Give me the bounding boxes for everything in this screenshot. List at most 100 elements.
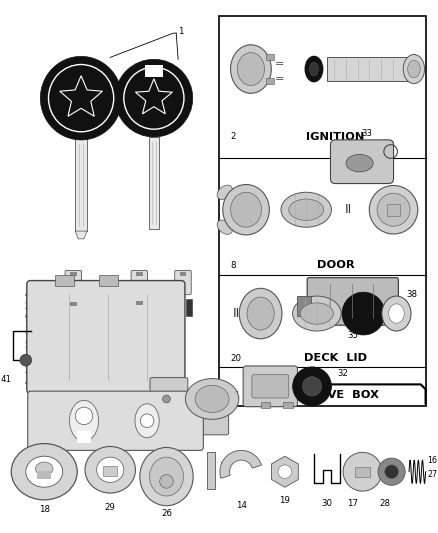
Bar xyxy=(355,467,370,477)
Bar xyxy=(103,466,117,475)
Ellipse shape xyxy=(369,185,418,234)
Circle shape xyxy=(302,377,322,396)
Text: 22: 22 xyxy=(106,302,115,311)
Ellipse shape xyxy=(195,385,229,413)
FancyBboxPatch shape xyxy=(131,270,148,295)
Text: DECK  LID: DECK LID xyxy=(304,353,367,363)
Text: 31: 31 xyxy=(230,391,241,400)
Ellipse shape xyxy=(281,192,332,227)
Ellipse shape xyxy=(230,192,261,227)
Ellipse shape xyxy=(230,45,271,93)
FancyBboxPatch shape xyxy=(131,300,148,324)
Bar xyxy=(136,272,143,276)
Circle shape xyxy=(343,453,382,491)
Text: =: = xyxy=(275,59,285,69)
Bar xyxy=(148,137,159,229)
Text: 9: 9 xyxy=(25,314,30,323)
Ellipse shape xyxy=(115,59,193,137)
Ellipse shape xyxy=(293,296,341,331)
Circle shape xyxy=(160,474,173,488)
Polygon shape xyxy=(75,231,87,239)
Ellipse shape xyxy=(97,457,124,482)
Ellipse shape xyxy=(300,303,333,324)
Circle shape xyxy=(162,395,170,403)
Text: 15: 15 xyxy=(219,462,230,471)
Text: 21: 21 xyxy=(25,302,35,311)
Text: 29: 29 xyxy=(105,503,116,512)
Text: 44: 44 xyxy=(106,289,115,298)
Text: =: = xyxy=(275,74,285,84)
Text: 37: 37 xyxy=(98,407,109,416)
Ellipse shape xyxy=(85,447,135,493)
Ellipse shape xyxy=(310,62,318,76)
Text: 25: 25 xyxy=(151,302,161,311)
Polygon shape xyxy=(272,456,298,487)
Text: II: II xyxy=(233,307,240,320)
Bar xyxy=(207,453,215,489)
Polygon shape xyxy=(220,450,261,478)
Ellipse shape xyxy=(135,404,159,438)
FancyBboxPatch shape xyxy=(175,270,191,295)
Text: 1: 1 xyxy=(178,27,184,36)
Ellipse shape xyxy=(408,60,420,78)
Ellipse shape xyxy=(70,400,99,441)
Bar xyxy=(99,274,118,286)
Text: 19: 19 xyxy=(279,496,290,505)
Ellipse shape xyxy=(377,193,410,226)
Text: 26: 26 xyxy=(161,508,172,518)
Bar xyxy=(70,272,77,276)
Ellipse shape xyxy=(40,56,122,140)
Text: 18: 18 xyxy=(39,505,50,514)
Ellipse shape xyxy=(382,296,411,331)
Ellipse shape xyxy=(403,54,424,84)
Ellipse shape xyxy=(140,448,193,506)
Bar xyxy=(219,15,426,406)
Bar xyxy=(266,54,274,60)
Ellipse shape xyxy=(11,443,77,500)
Ellipse shape xyxy=(217,185,233,199)
FancyBboxPatch shape xyxy=(243,366,297,407)
Text: 38: 38 xyxy=(406,289,417,298)
Ellipse shape xyxy=(223,184,269,235)
Ellipse shape xyxy=(35,462,53,475)
Text: 45: 45 xyxy=(25,378,35,387)
Ellipse shape xyxy=(239,288,282,339)
Bar xyxy=(145,65,162,77)
Text: 33: 33 xyxy=(362,129,373,138)
Text: II: II xyxy=(344,203,352,216)
Text: 28: 28 xyxy=(379,499,390,508)
Bar xyxy=(387,204,400,215)
Text: 24: 24 xyxy=(151,354,161,362)
Bar xyxy=(186,299,192,317)
Ellipse shape xyxy=(289,199,324,221)
Text: 43: 43 xyxy=(25,289,35,298)
Bar xyxy=(55,274,74,286)
Text: 27: 27 xyxy=(427,470,438,479)
Text: 13: 13 xyxy=(151,314,161,323)
Text: 35: 35 xyxy=(347,331,358,340)
Bar xyxy=(136,301,143,305)
FancyBboxPatch shape xyxy=(176,402,229,435)
Text: 12: 12 xyxy=(106,354,115,362)
Bar xyxy=(75,139,87,231)
Text: 41: 41 xyxy=(1,375,12,384)
Ellipse shape xyxy=(149,457,184,496)
Ellipse shape xyxy=(217,220,233,235)
Circle shape xyxy=(385,465,399,479)
FancyBboxPatch shape xyxy=(252,375,289,398)
Text: 5: 5 xyxy=(25,341,30,350)
Text: 16: 16 xyxy=(427,456,438,465)
Bar xyxy=(77,431,91,442)
Text: 6: 6 xyxy=(106,341,110,350)
Text: 2: 2 xyxy=(231,133,236,141)
Circle shape xyxy=(293,367,332,406)
Text: 7: 7 xyxy=(159,327,164,336)
Bar xyxy=(37,471,51,479)
Text: 32: 32 xyxy=(338,369,349,377)
Ellipse shape xyxy=(247,297,274,330)
Circle shape xyxy=(20,354,32,366)
Bar xyxy=(180,272,187,276)
FancyBboxPatch shape xyxy=(331,140,394,183)
Bar xyxy=(266,78,274,84)
Bar xyxy=(283,402,293,408)
